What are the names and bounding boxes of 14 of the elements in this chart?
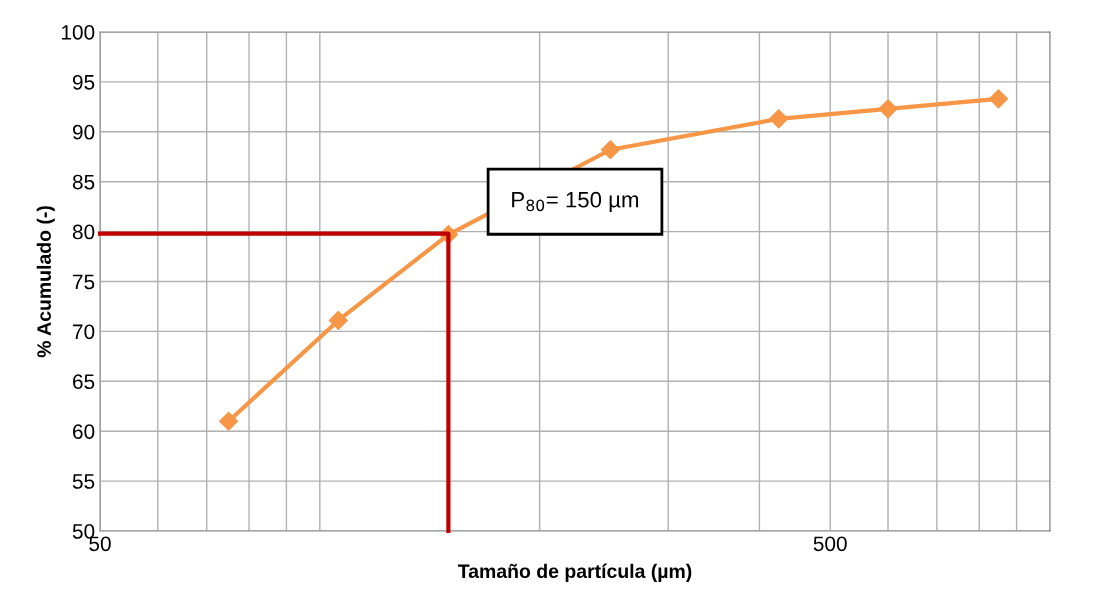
y-tick-label: 100 — [61, 25, 95, 40]
y-tick-label: 80 — [72, 224, 95, 240]
y-tick-label: 65 — [73, 374, 95, 390]
y-tick-label: 60 — [73, 424, 95, 439]
y-tick-label: 75 — [73, 274, 95, 290]
y-axis-title: % Acumulado (-) — [36, 206, 55, 358]
annotation: P$_{80}$= 150 µm — [512, 191, 639, 212]
x-axis-title: Tamaño de partícula (µm) — [457, 563, 692, 582]
y-tick-label: 85 — [72, 174, 95, 190]
y-tick-label: 95 — [72, 74, 95, 90]
y-tick-label: 70 — [73, 324, 95, 340]
y-tick-label: 55 — [72, 474, 95, 489]
y-tick-label: 90 — [72, 124, 95, 140]
x-tick-label: 500 — [813, 536, 847, 552]
